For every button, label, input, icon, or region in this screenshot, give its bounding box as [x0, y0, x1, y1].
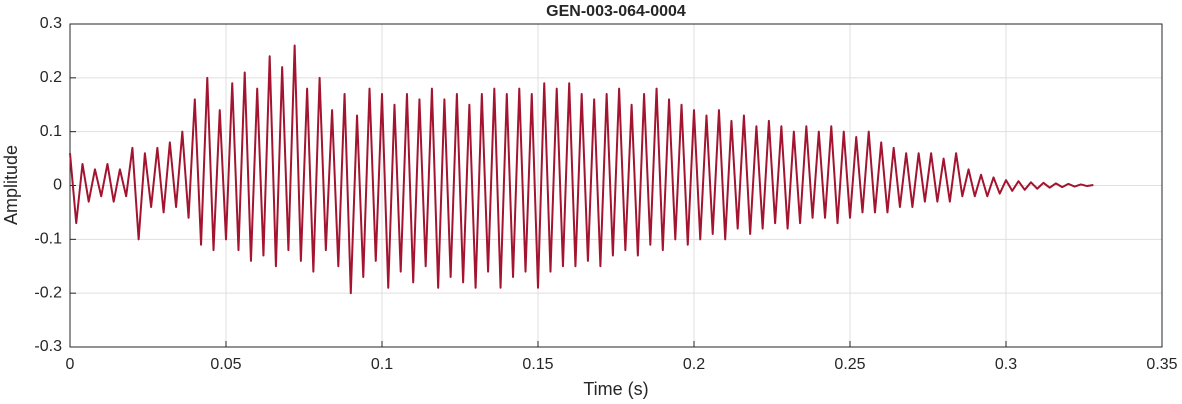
x-tick-label: 0.3: [995, 356, 1017, 373]
axes-box: [69, 23, 1163, 348]
y-tick-label: 0: [53, 177, 62, 194]
x-tick-label: 0.1: [371, 356, 393, 373]
x-axis-label: Time (s): [583, 379, 648, 399]
y-tick-label: 0.1: [40, 123, 62, 140]
x-tick-label: 0.35: [1146, 356, 1177, 373]
y-axis-label: Amplitude: [1, 145, 21, 225]
y-tick-label: -0.3: [34, 338, 62, 355]
x-tick-label: 0.2: [683, 356, 705, 373]
x-tick-label: 0.15: [522, 356, 553, 373]
x-tick-label: 0.05: [210, 356, 241, 373]
y-tick-label: 0.2: [40, 69, 62, 86]
chart-title: GEN-003-064-0004: [546, 3, 686, 20]
y-tick-label: 0.3: [40, 15, 62, 32]
x-tick-label: 0: [66, 356, 75, 373]
y-tick-label: -0.1: [34, 231, 62, 248]
waveform-line: [69, 44, 1094, 295]
x-tick-label: 0.25: [834, 356, 865, 373]
y-tick-label: -0.2: [34, 284, 62, 301]
